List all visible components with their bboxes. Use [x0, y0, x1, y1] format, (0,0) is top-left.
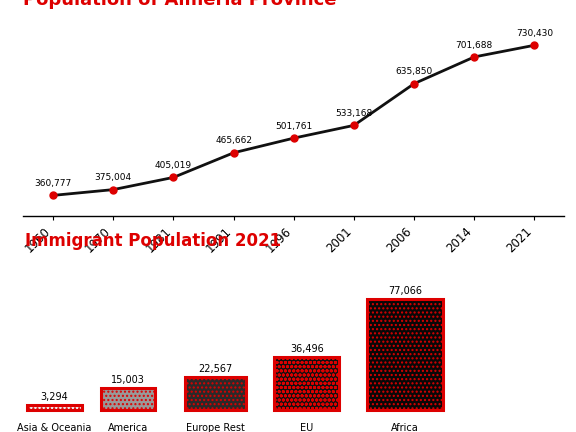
Text: Africa: Africa [392, 423, 419, 432]
Text: Europe Rest: Europe Rest [187, 423, 245, 432]
Point [229, 149, 238, 156]
Bar [101, 388, 155, 410]
Point [469, 54, 479, 60]
Point [169, 174, 178, 181]
Text: EU: EU [300, 423, 313, 432]
Text: 375,004: 375,004 [94, 173, 132, 182]
Bar [367, 299, 443, 410]
Text: 3,294: 3,294 [40, 392, 69, 402]
Point [109, 186, 118, 193]
Point [289, 135, 298, 142]
Text: Immigrant Population 2021: Immigrant Population 2021 [25, 232, 281, 250]
Text: 15,003: 15,003 [111, 375, 145, 385]
Text: 465,662: 465,662 [215, 137, 252, 146]
Text: 22,567: 22,567 [199, 364, 233, 374]
Text: Population of Almería Province: Population of Almería Province [23, 0, 336, 9]
Bar [28, 405, 82, 410]
Text: 501,761: 501,761 [275, 122, 312, 131]
Text: 533,168: 533,168 [335, 109, 373, 118]
Bar [185, 377, 246, 410]
Text: America: America [108, 423, 148, 432]
Text: 36,496: 36,496 [290, 344, 324, 354]
Point [349, 122, 358, 129]
Text: Asia & Oceania: Asia & Oceania [17, 423, 92, 432]
Text: 701,688: 701,688 [456, 41, 493, 50]
Text: 77,066: 77,066 [388, 286, 422, 296]
Text: 360,777: 360,777 [35, 179, 72, 188]
Point [48, 192, 58, 199]
Text: 635,850: 635,850 [396, 67, 433, 76]
Point [530, 42, 539, 49]
Text: 730,430: 730,430 [516, 29, 553, 38]
Point [410, 80, 419, 87]
Text: 405,019: 405,019 [155, 161, 192, 170]
Bar [274, 357, 339, 410]
